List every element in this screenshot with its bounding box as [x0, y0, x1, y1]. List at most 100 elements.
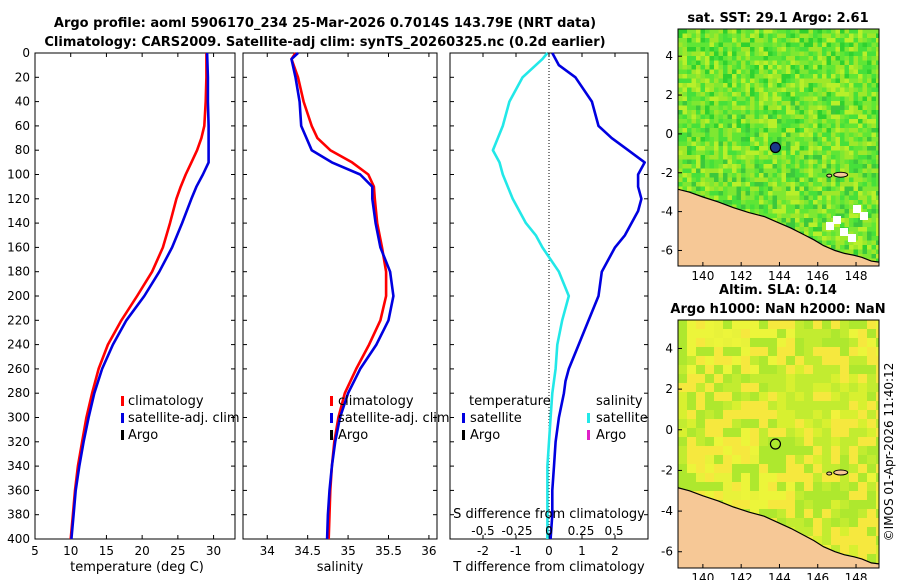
island: [826, 173, 833, 178]
map-cell: [682, 87, 688, 93]
map-cell: [858, 137, 863, 142]
map-cell: [844, 33, 850, 39]
map-cell: [732, 47, 737, 52]
map-cell: [732, 182, 737, 187]
map-cell: [768, 51, 773, 57]
map-cell: [687, 141, 692, 147]
map-cell: [826, 33, 832, 39]
map-cell: [795, 186, 800, 192]
map-cell: [817, 213, 823, 219]
map-cell: [772, 137, 778, 142]
map-cell: [709, 105, 715, 111]
map-cell: [768, 123, 773, 129]
map-cell: [795, 101, 800, 106]
map-cell: [759, 101, 764, 106]
map-cell: [705, 428, 715, 438]
map-cell: [754, 56, 760, 61]
map-cell: [736, 78, 742, 84]
map-cell: [831, 245, 836, 250]
map-cell: [732, 392, 742, 402]
map-cell: [813, 338, 823, 348]
map-cell: [831, 132, 836, 138]
map-cell: [768, 168, 773, 174]
map-cell: [777, 491, 787, 501]
map-cell: [831, 168, 836, 174]
map-cell: [745, 33, 751, 39]
map-cell: [714, 464, 724, 474]
map-cell: [777, 114, 782, 120]
map-cell: [799, 164, 805, 169]
map-cell: [723, 177, 728, 183]
map-cell: [840, 200, 845, 205]
map-cell: [795, 132, 800, 138]
map-cell: [759, 42, 764, 48]
map-cell: [714, 401, 724, 411]
map-cell: [786, 446, 796, 456]
map-cell: [705, 38, 710, 43]
map-cell: [804, 446, 814, 456]
map-cell: [831, 164, 836, 169]
map-cell: [867, 74, 872, 79]
map-cell: [763, 209, 769, 214]
map-cell: [781, 56, 787, 61]
map-cell: [826, 51, 832, 57]
map-cell: [732, 92, 737, 97]
y-tick-label: 20: [15, 70, 30, 84]
map-cell: [871, 141, 877, 147]
map-cell: [745, 65, 751, 70]
map-cell: [858, 392, 868, 402]
map-cell: [799, 227, 805, 232]
map-cell: [732, 51, 737, 57]
map-cell: [732, 38, 737, 43]
map-cell: [772, 105, 778, 111]
map-cell: [804, 42, 809, 48]
map-cell: [777, 209, 782, 214]
map-cell: [876, 473, 879, 483]
map-cell: [817, 114, 823, 120]
legend-climatology: climatology: [128, 394, 204, 409]
map-cell: [723, 92, 728, 97]
map-cell: [759, 177, 764, 183]
map-cell: [781, 213, 787, 219]
map-cell: [840, 105, 845, 111]
map-cell: [741, 200, 746, 205]
map-cell: [705, 56, 710, 61]
map-cell: [745, 110, 751, 115]
map-cell: [727, 146, 733, 151]
map-cell: [849, 218, 854, 223]
map-cell: [709, 182, 715, 187]
map-cell: [808, 227, 814, 232]
map-cell: [777, 60, 782, 66]
map-cell: [705, 74, 710, 79]
map-cell: [804, 150, 809, 156]
map-cell: [709, 60, 715, 66]
map-cell: [822, 473, 832, 483]
map-cell: [862, 29, 868, 34]
map-cell: [714, 114, 719, 120]
difference-xlabel: T difference from climatology: [452, 560, 645, 575]
map-cell: [826, 200, 832, 205]
map-cell: [858, 92, 863, 97]
map-cell: [822, 123, 827, 129]
map-cell: [709, 155, 715, 160]
map-cell: [700, 128, 706, 133]
map-cell: [759, 164, 764, 169]
map-y-tick-label: 0: [665, 423, 673, 437]
map-cell: [687, 110, 692, 115]
map-cell: [813, 114, 818, 120]
map-cell: [777, 74, 782, 79]
map-cell: [691, 101, 697, 106]
map-cell: [862, 114, 868, 120]
map-cell: [696, 87, 701, 93]
map-cell: [804, 137, 809, 142]
map-cell: [831, 78, 836, 84]
map-cell: [696, 101, 701, 106]
map-cell: [799, 105, 805, 111]
map-cell: [714, 87, 719, 93]
map-cell: [700, 42, 706, 48]
map-cell: [723, 146, 728, 151]
map-cell: [759, 123, 764, 129]
map-cell: [853, 29, 859, 34]
map-cell: [822, 65, 827, 70]
map-cell: [858, 437, 868, 447]
